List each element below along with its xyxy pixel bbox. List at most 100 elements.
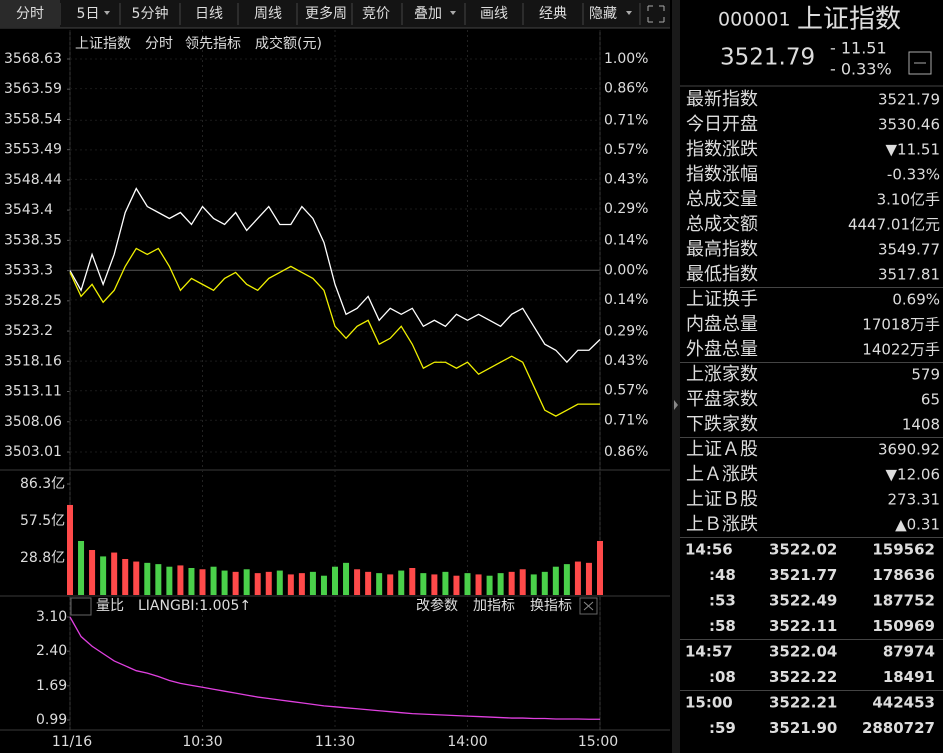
y2-tick-label: 0.71% bbox=[604, 412, 648, 428]
tick-time: :59 bbox=[709, 719, 736, 737]
volume-bar bbox=[210, 566, 217, 595]
toolbar-tab[interactable]: 分时 bbox=[16, 6, 44, 22]
stat-value: 3549.77 bbox=[878, 241, 940, 259]
indicator-checkbox[interactable] bbox=[70, 597, 92, 616]
toolbar-tab[interactable]: 5分钟 bbox=[132, 5, 169, 22]
volume-bar bbox=[497, 573, 504, 595]
volume-bar bbox=[530, 574, 537, 595]
volume-bar bbox=[486, 575, 493, 595]
stat-label: 总成交额 bbox=[686, 214, 758, 235]
volume-bar bbox=[343, 562, 350, 595]
volume-bar bbox=[585, 562, 592, 595]
volume-bar bbox=[442, 571, 449, 595]
stat-label: 上证Ｂ股 bbox=[686, 489, 758, 510]
stat-label: 上证Ａ股 bbox=[686, 439, 758, 460]
legend-note: 成交额(元) bbox=[255, 35, 322, 52]
tick-price: 3522.49 bbox=[769, 592, 837, 610]
y2-tick-label: 0.00% bbox=[604, 262, 648, 278]
legend-item: 上证指数 bbox=[75, 36, 131, 52]
toolbar-tab[interactable]: 隐藏 bbox=[589, 6, 617, 22]
tick-price: 3521.90 bbox=[769, 719, 837, 737]
x-tick-label: 10:30 bbox=[182, 734, 222, 750]
stat-label: 平盘家数 bbox=[686, 389, 758, 410]
price-line bbox=[69, 187, 601, 364]
x-tick-label: 11:30 bbox=[315, 734, 355, 750]
volume-bar bbox=[100, 556, 107, 595]
toolbar-bg bbox=[0, 0, 670, 28]
stat-value: -0.33% bbox=[887, 166, 940, 184]
volume-bar bbox=[188, 567, 195, 595]
quote-name: 上证指数 bbox=[797, 5, 901, 35]
tab-active bbox=[0, 0, 60, 28]
splitter[interactable] bbox=[672, 0, 680, 753]
stat-label: 总成交量 bbox=[686, 189, 758, 210]
toolbar-tab[interactable]: 周线 bbox=[254, 6, 282, 22]
indicator-title[interactable]: 量比 bbox=[96, 598, 124, 614]
x-tick-label: 11/16 bbox=[52, 734, 92, 750]
y2-tick-label: 0.43% bbox=[604, 353, 648, 369]
y-tick-label: 3568.63 bbox=[4, 51, 62, 67]
volume-bar bbox=[431, 574, 438, 595]
y2-tick-label: 0.57% bbox=[604, 383, 648, 399]
stat-value: 0.69% bbox=[892, 291, 940, 309]
tick-time: 14:57 bbox=[685, 643, 733, 661]
y2-tick-label: 0.14% bbox=[604, 292, 648, 308]
tick-time: :58 bbox=[709, 617, 736, 635]
indicator-button[interactable]: 改参数 bbox=[416, 597, 458, 614]
toolbar-tab[interactable]: 叠加 bbox=[414, 6, 442, 22]
y2-tick-label: 0.86% bbox=[604, 444, 648, 460]
stat-value: 17018万手 bbox=[862, 316, 940, 334]
volume-bar bbox=[464, 573, 471, 595]
y-tick-label: 3558.54 bbox=[4, 111, 62, 127]
volume-bar bbox=[287, 574, 294, 595]
indicator-button[interactable]: 加指标 bbox=[473, 598, 515, 614]
stat-value: 4447.01亿元 bbox=[848, 216, 940, 234]
y-tick-label: 3563.59 bbox=[4, 81, 62, 97]
tick-time: :08 bbox=[709, 668, 736, 686]
tick-time: 14:56 bbox=[685, 541, 733, 559]
y-tick-label: 3548.44 bbox=[4, 172, 62, 188]
tick-volume: 442453 bbox=[872, 694, 935, 712]
volume-bar bbox=[574, 561, 581, 595]
tick-price: 3521.77 bbox=[769, 566, 837, 584]
fullscreen-icon[interactable] bbox=[647, 5, 665, 23]
toolbar-tab[interactable]: 画线 bbox=[480, 6, 508, 22]
volume-bar bbox=[541, 571, 548, 595]
toolbar-tab[interactable]: 更多周 bbox=[305, 5, 347, 22]
indicator-close[interactable] bbox=[579, 597, 598, 615]
toolbar-tab[interactable]: 经典 bbox=[539, 6, 567, 22]
stat-label: 指数涨跌 bbox=[686, 139, 758, 160]
quote-code: 000001 bbox=[718, 9, 791, 31]
close-icon[interactable] bbox=[583, 601, 594, 611]
toolbar-tab[interactable]: 日线 bbox=[195, 6, 223, 22]
y2-tick-label: 0.86% bbox=[604, 81, 648, 97]
tick-price: 3522.21 bbox=[769, 694, 837, 712]
y-tick-label: 3513.11 bbox=[4, 384, 62, 400]
indicator-tick-label: 0.99 bbox=[36, 712, 67, 728]
stat-label: 内盘总量 bbox=[686, 314, 758, 335]
volume-bar bbox=[254, 573, 261, 595]
volume-bar bbox=[420, 573, 427, 595]
stat-value: ▲0.31 bbox=[895, 516, 940, 534]
tick-time: :53 bbox=[709, 592, 736, 610]
x-tick-label: 15:00 bbox=[578, 734, 618, 750]
volume-bar bbox=[221, 570, 228, 595]
tick-volume: 187752 bbox=[872, 592, 935, 610]
volume-bar bbox=[265, 571, 272, 595]
toolbar-tab[interactable]: 5日 bbox=[77, 6, 100, 22]
indicator-button[interactable]: 换指标 bbox=[530, 597, 572, 614]
toolbar-tab[interactable]: 竞价 bbox=[362, 5, 390, 22]
splitter-arrow[interactable] bbox=[674, 400, 678, 410]
stat-label: 最高指数 bbox=[686, 239, 758, 260]
y2-tick-label: 0.43% bbox=[604, 171, 648, 187]
volume-bar bbox=[276, 570, 283, 595]
stat-label: 外盘总量 bbox=[686, 339, 758, 360]
collapse-button[interactable] bbox=[908, 51, 932, 75]
volume-bar bbox=[597, 540, 603, 595]
stat-value: 65 bbox=[921, 391, 940, 409]
legend-note: 分时 bbox=[145, 36, 173, 52]
volume-tick-label: 86.3亿 bbox=[20, 476, 65, 492]
volume-bar bbox=[376, 573, 383, 595]
legend-item: 领先指标 bbox=[185, 36, 241, 52]
volume-bar bbox=[122, 558, 129, 595]
